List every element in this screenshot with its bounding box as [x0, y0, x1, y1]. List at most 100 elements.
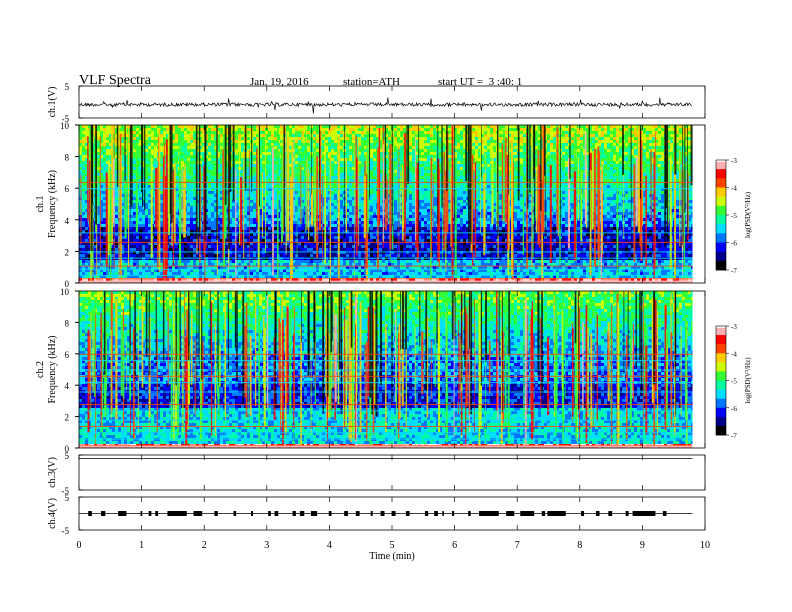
spec1-sferic: [272, 147, 274, 277]
spec2-narrowband: [79, 391, 693, 393]
spec1-sferic: [480, 145, 481, 234]
spec1-gap: [533, 125, 535, 179]
spec1-sferic: [324, 140, 326, 265]
spec2-gap: [209, 291, 211, 364]
spec2-gap: [188, 291, 190, 361]
spec2-sferic: [556, 311, 558, 407]
spec2-sferic: [474, 298, 475, 432]
spec2-sferic: [255, 297, 257, 406]
spec2-ytick-label: 2: [65, 413, 70, 423]
spec1-gap: [666, 125, 669, 245]
spec1-gap: [526, 125, 528, 189]
spec1-lowband: [79, 280, 693, 283]
spec2-sferic: [210, 301, 213, 436]
spec2-gap: [454, 291, 456, 339]
spec2-sferic: [182, 312, 184, 435]
spec1-sferic: [491, 149, 494, 225]
spec2-gap: [350, 291, 353, 348]
spec1-sferic: [556, 127, 559, 230]
spec2-sferic: [656, 310, 659, 435]
spec2-sferic: [524, 299, 527, 447]
ch4-burst: [405, 511, 410, 516]
spec1-gap: [545, 125, 546, 246]
spec2-sferic: [617, 302, 619, 445]
spec2-sferic: [585, 305, 588, 443]
spec1-sferic: [329, 154, 331, 282]
ch4-burst: [193, 511, 203, 516]
spec1-sferic: [635, 156, 638, 227]
x-tick-label: 1: [139, 540, 144, 551]
ch4-ytick-label: 5: [65, 493, 70, 503]
spec1-gap: [588, 125, 590, 239]
spec2-gap: [405, 291, 407, 350]
spec1-sferic: [549, 165, 552, 263]
spec2-sferic: [478, 326, 481, 447]
spec1-sferic: [653, 151, 655, 279]
spec2-sferic: [225, 303, 226, 421]
spec1-sferic: [184, 164, 186, 238]
spec1-gap: [384, 125, 387, 199]
spec1-sferic: [80, 174, 82, 245]
spec1-sferic: [287, 140, 290, 241]
spec2-sferic: [191, 311, 193, 386]
spec2-gap: [451, 291, 454, 340]
spec1-sferic: [511, 138, 513, 277]
spec1-sferic: [367, 172, 368, 232]
spec1-gap: [391, 125, 393, 226]
spec1-sferic: [235, 168, 237, 280]
ch4-burst: [479, 511, 499, 516]
spec1-narrowband: [79, 188, 693, 190]
spec2-gap: [129, 291, 131, 374]
x-tick-label: 9: [640, 540, 645, 551]
spec1-narrowband: [79, 275, 693, 277]
spec2-narrowband: [79, 369, 693, 371]
spec2-sferic: [92, 331, 94, 393]
spec2-sferic: [123, 330, 125, 399]
spec1-gap: [569, 125, 571, 179]
spec2-ytick-label: 0: [65, 444, 70, 454]
ch4-ylabel: ch.4(V): [47, 498, 58, 529]
spec1-sferic: [674, 151, 676, 280]
spec2-sferic: [100, 312, 102, 416]
x-tick-label: 3: [264, 540, 269, 551]
spec2-gap: [236, 291, 238, 382]
ch3-ytick-label: 5: [65, 451, 70, 461]
spec1-sferic: [669, 155, 672, 269]
spec1-sferic: [654, 131, 656, 270]
spec2-sferic: [325, 315, 327, 397]
spec1-sferic: [174, 162, 176, 244]
ch4-burst: [391, 511, 396, 516]
spec2-gap: [338, 291, 341, 370]
spec2-gap: [326, 291, 329, 397]
spec2-narrowband: [79, 360, 693, 362]
spec2-sferic: [670, 332, 673, 426]
spec1-gap: [665, 125, 668, 209]
spec1-gap: [497, 125, 498, 193]
spec2-gap: [640, 291, 643, 394]
spec1-sferic: [313, 147, 315, 227]
ch4-burst: [380, 511, 385, 516]
spec1-sferic: [293, 138, 295, 221]
spec1-sferic: [415, 167, 417, 248]
spec2-sferic: [95, 313, 96, 444]
spec1-gap: [664, 125, 666, 248]
spec2-sferic: [258, 307, 260, 445]
spec2-gap: [162, 291, 165, 363]
spec2-gap: [155, 291, 157, 365]
spec1-sferic: [443, 151, 445, 250]
spec1-sferic: [584, 131, 587, 224]
spec1-sferic: [668, 148, 669, 223]
spec2-sferic: [405, 316, 407, 431]
spec1-sferic: [600, 173, 603, 279]
spec2-gap: [145, 291, 148, 357]
spec2-gap: [537, 291, 540, 375]
ch4-burst: [632, 511, 656, 516]
spec1-gap: [198, 125, 201, 238]
spec2-gap: [508, 291, 510, 356]
spec2-sferic: [587, 328, 589, 418]
spec1-sferic: [120, 155, 122, 282]
spec2-sferic: [167, 308, 169, 386]
ch1-trace: [78, 97, 693, 114]
x-tick-label: 5: [390, 540, 395, 551]
